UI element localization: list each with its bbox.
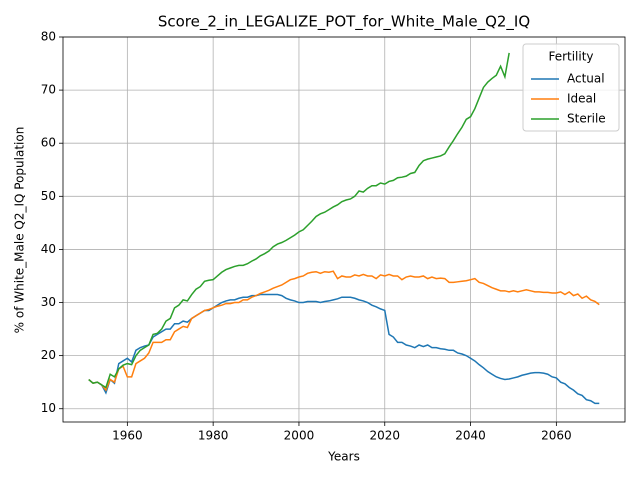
y-tick-label: 50 [41,189,56,203]
y-tick-label: 30 [41,295,56,309]
y-tick-label: 70 [41,83,56,97]
x-tick-label: 2000 [284,429,315,443]
x-tick-label: 1980 [198,429,229,443]
y-tick-label: 80 [41,30,56,44]
y-tick-label: 40 [41,242,56,256]
line-series [88,270,600,392]
chart-title: Score_2_in_LEGALIZE_POT_for_White_Male_Q… [158,13,530,32]
y-tick-label: 10 [41,401,56,415]
x-tick-label: 2040 [455,429,486,443]
line-series [88,52,510,389]
y-axis-label: % of White_Male Q2_IQ Population [13,127,27,334]
x-tick-label: 2060 [541,429,572,443]
legend-label: Ideal [567,92,596,106]
legend-box [522,43,620,132]
x-axis-label: Years [327,450,360,464]
legend-label: Actual [567,72,605,86]
plot-frame [62,36,626,423]
legend-title: Fertility [548,50,593,64]
y-tick-label: 20 [41,348,56,362]
line-series [88,293,600,405]
x-tick-label: 2020 [369,429,400,443]
x-tick-label: 1960 [112,429,143,443]
legend-label: Sterile [567,112,606,126]
y-tick-label: 60 [41,136,56,150]
